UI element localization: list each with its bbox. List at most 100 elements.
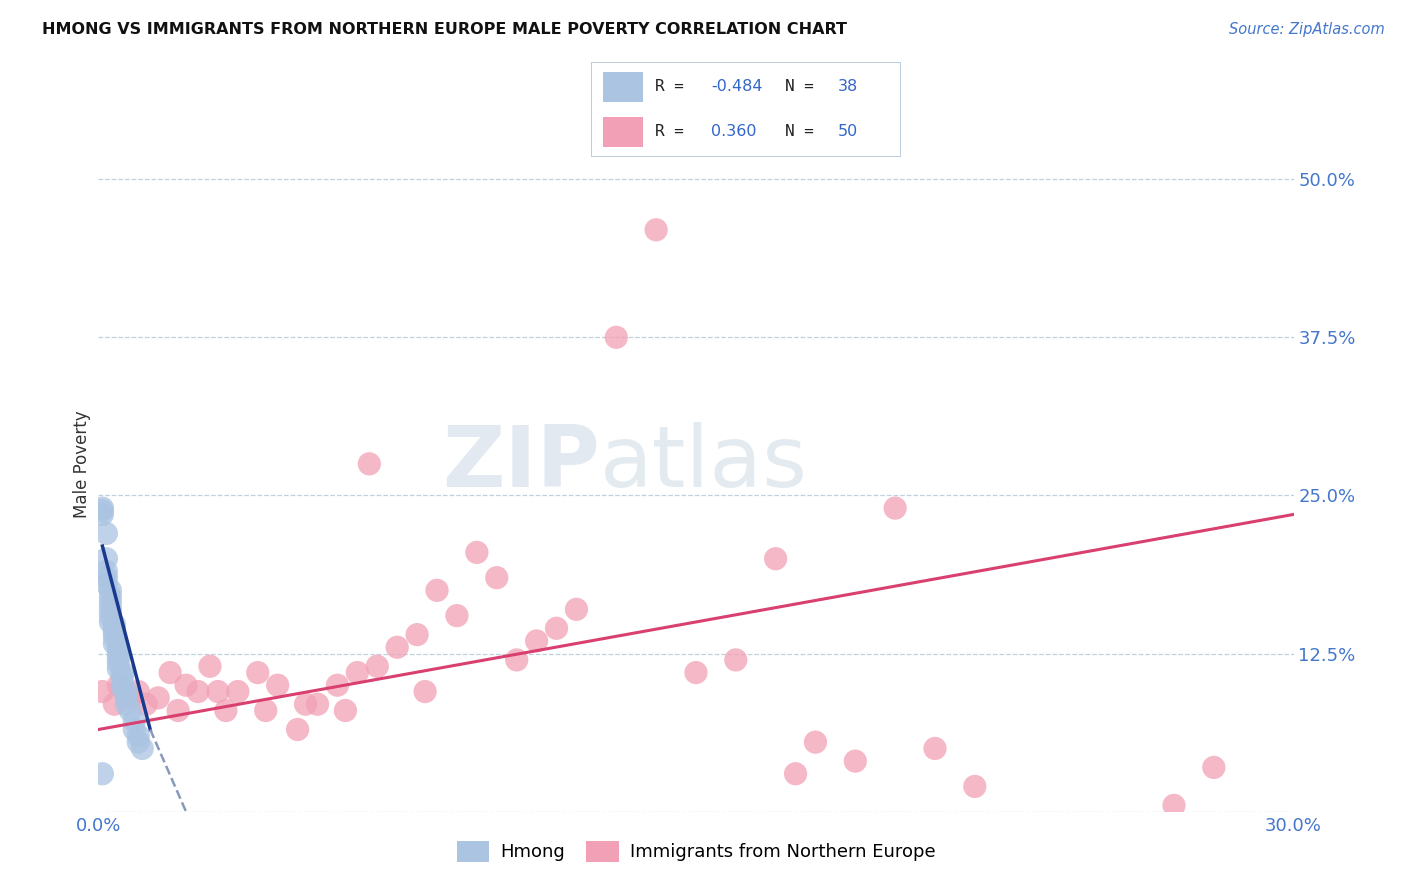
Point [413,684,436,698]
Text: R =: R = [655,124,703,139]
Point [465,545,488,559]
Point [100,602,122,616]
Point [91,508,114,522]
Point [963,780,986,794]
Bar [603,72,643,102]
Point [131,741,153,756]
Point [111,681,134,695]
Point [207,684,229,698]
Point [187,684,209,698]
Point [96,565,118,579]
Point [645,223,668,237]
Point [120,704,142,718]
Point [1202,760,1225,774]
Point [115,697,138,711]
Point [326,678,349,692]
Point [287,723,309,737]
Point [884,501,907,516]
Point [124,714,146,728]
Point [685,665,707,680]
Point [135,697,157,711]
Point [96,571,118,585]
Point [546,621,568,635]
Point [103,617,125,632]
Point [96,526,118,541]
Point [96,551,118,566]
Point [246,665,269,680]
Point [485,571,508,585]
Point [103,621,125,635]
Point [526,634,548,648]
Point [174,678,197,692]
Point [91,766,114,780]
Point [226,684,249,698]
Point [100,608,122,623]
Point [844,754,866,768]
Point [1163,798,1185,813]
Point [107,640,129,655]
Text: N =: N = [786,124,824,139]
Point [294,697,316,711]
Point [111,665,134,680]
Bar [603,117,643,147]
Point [724,653,747,667]
Point [103,697,125,711]
Point [804,735,827,749]
Point [366,659,388,673]
Point [785,766,807,780]
Point [565,602,588,616]
Point [107,650,129,665]
Point [359,457,381,471]
Text: 50: 50 [838,124,858,139]
Y-axis label: Male Poverty: Male Poverty [73,410,91,517]
Point [765,551,787,566]
Point [127,735,149,749]
Point [100,596,122,610]
Point [215,704,238,718]
Point [335,704,357,718]
Point [100,583,122,598]
Text: R =: R = [655,79,695,95]
Text: HMONG VS IMMIGRANTS FROM NORTHERN EUROPE MALE POVERTY CORRELATION CHART: HMONG VS IMMIGRANTS FROM NORTHERN EUROPE… [42,22,848,37]
Point [307,697,329,711]
Point [91,503,114,517]
Point [167,704,190,718]
Text: ZIP: ZIP [443,422,600,506]
Text: Source: ZipAtlas.com: Source: ZipAtlas.com [1229,22,1385,37]
Point [103,636,125,650]
Point [111,674,134,689]
Point [100,615,122,629]
Point [267,678,290,692]
Point [107,662,129,676]
Text: N =: N = [786,79,824,95]
Point [100,590,122,604]
Point [254,704,277,718]
Text: 0.360: 0.360 [711,124,756,139]
Point [120,690,142,705]
Point [115,684,138,698]
Point [91,501,114,516]
Legend: Hmong, Immigrants from Northern Europe: Hmong, Immigrants from Northern Europe [450,833,942,869]
Point [426,583,449,598]
Point [127,729,149,743]
Text: 38: 38 [838,79,858,95]
Point [111,669,134,683]
Point [127,684,149,698]
Text: -0.484: -0.484 [711,79,762,95]
Point [159,665,181,680]
Point [115,690,138,705]
Point [198,659,221,673]
Point [96,577,118,591]
Point [446,608,468,623]
Point [346,665,368,680]
Text: atlas: atlas [600,422,808,506]
Point [924,741,946,756]
Point [406,627,429,641]
Point [107,678,129,692]
Point [107,656,129,670]
Point [103,625,125,640]
Point [107,645,129,659]
Point [506,653,529,667]
Point [385,640,409,655]
Point [148,690,170,705]
